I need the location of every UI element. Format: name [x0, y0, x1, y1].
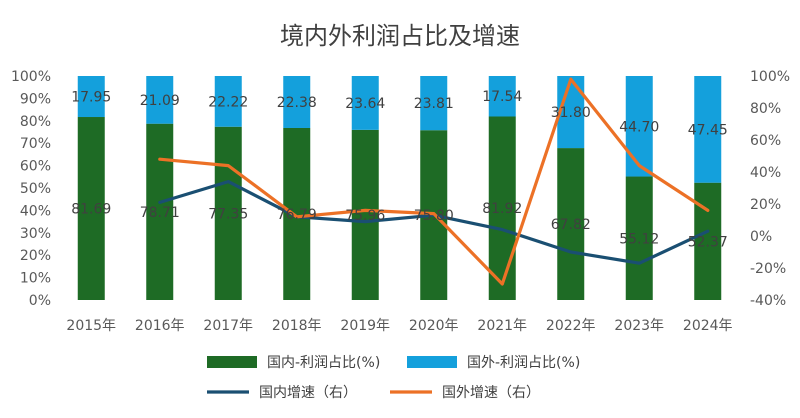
- right-tick-label: 20%: [750, 197, 781, 213]
- right-tick-label: -20%: [750, 261, 786, 277]
- bar-domestic-label: 76.79: [277, 207, 317, 223]
- right-tick-label: 0%: [750, 229, 772, 245]
- bar-domestic-label: 55.12: [619, 231, 659, 247]
- bar-domestic-label: 78.71: [140, 205, 180, 221]
- bar-domestic-label: 81.92: [482, 201, 522, 217]
- bar-foreign-label: 47.45: [688, 122, 728, 138]
- x-tick-label: 2015年: [66, 318, 116, 334]
- data-labels: 81.69 17.95 78.71 21.09 77.35 22.22 76.79 22.38…: [71, 89, 728, 250]
- left-tick-label: 80%: [20, 114, 51, 130]
- left-tick-label: 20%: [20, 248, 51, 264]
- x-tick-label: 2017年: [203, 318, 253, 334]
- bar-domestic-label: 77.35: [208, 206, 248, 222]
- right-tick-label: 60%: [750, 133, 781, 149]
- bar-foreign: [420, 76, 448, 131]
- bar-foreign: [694, 76, 722, 183]
- legend-item: 国外-利润占比(%): [407, 355, 580, 371]
- left-tick-label: 40%: [20, 203, 51, 219]
- x-tick-label: 2023年: [614, 318, 664, 334]
- legend-item: 国内-利润占比(%): [207, 355, 380, 371]
- bar-domestic-label: 67.82: [551, 217, 591, 233]
- line-foreign-growth: [158, 77, 710, 286]
- bar-foreign: [625, 76, 653, 177]
- legend-swatch: [407, 356, 457, 368]
- left-tick-label: 70%: [20, 136, 51, 152]
- x-tick-label: 2016年: [135, 318, 185, 334]
- lines: [158, 77, 710, 286]
- left-tick-label: 10%: [20, 271, 51, 287]
- x-tick-label: 2019年: [340, 318, 390, 334]
- bar-domestic: [77, 117, 105, 300]
- legend: 国内-利润占比(%) 国外-利润占比(%) 国内增速（右） 国外增速（右）: [207, 355, 580, 401]
- right-tick-label: 80%: [750, 101, 781, 117]
- bar-foreign-label: 17.95: [71, 90, 111, 106]
- bar-foreign-label: 17.54: [482, 89, 522, 105]
- x-tick-label: 2022年: [546, 318, 596, 334]
- bar-foreign-label: 22.22: [208, 94, 248, 110]
- bar-domestic: [214, 126, 242, 301]
- bar-domestic: [694, 182, 722, 300]
- bar-domestic-label: 75.96: [345, 208, 385, 224]
- x-tick-label: 2020年: [409, 318, 459, 334]
- bar-foreign: [146, 76, 174, 124]
- bar-foreign-label: 23.81: [414, 96, 454, 112]
- bar-foreign-label: 31.80: [551, 105, 591, 121]
- bar-domestic-label: 81.69: [71, 202, 111, 218]
- bars: [77, 76, 722, 301]
- bar-foreign-label: 22.38: [277, 95, 317, 111]
- right-tick-label: -40%: [750, 293, 786, 309]
- bar-foreign-label: 23.64: [345, 96, 385, 112]
- bar-domestic: [557, 148, 585, 300]
- left-tick-label: 0%: [29, 293, 51, 309]
- x-axis: 2015年 2016年 2017年 2018年 2019年 2020年 2021年 2022年…: [66, 318, 732, 334]
- watermark: 雪球：贝叶斯估值局: [633, 387, 786, 408]
- bar-domestic: [351, 129, 379, 300]
- legend-label: 国外-利润占比(%): [467, 355, 580, 371]
- right-tick-label: 40%: [750, 165, 781, 181]
- x-tick-label: 2018年: [272, 318, 322, 334]
- legend-label: 国内增速（右）: [259, 385, 357, 401]
- right-tick-label: 100%: [750, 69, 790, 85]
- legend-item: 国内增速（右）: [207, 385, 357, 401]
- bar-domestic: [283, 127, 311, 300]
- legend-label: 国外增速（右）: [442, 385, 540, 401]
- bar-foreign: [488, 76, 516, 117]
- left-tick-label: 30%: [20, 226, 51, 242]
- left-tick-label: 50%: [20, 181, 51, 197]
- bar-foreign: [283, 76, 311, 128]
- bar-domestic: [146, 123, 174, 300]
- left-tick-label: 90%: [20, 91, 51, 107]
- bar-foreign: [77, 76, 105, 118]
- legend-swatch: [207, 356, 257, 368]
- bar-foreign-label: 21.09: [140, 93, 180, 109]
- left-axis: 0% 10% 20% 30% 40% 50% 60% 70% 80% 90% 100%: [11, 69, 51, 309]
- bar-domestic: [625, 176, 653, 300]
- chart-title: 境内外利润占比及增速: [280, 22, 520, 50]
- bar-domestic: [488, 116, 516, 300]
- watermark-text: 雪球：贝叶斯估值局: [633, 387, 786, 408]
- bar-foreign: [351, 76, 379, 130]
- left-tick-label: 60%: [20, 159, 51, 175]
- x-tick-label: 2024年: [683, 318, 733, 334]
- bar-foreign: [214, 76, 242, 127]
- bar-foreign-label: 44.70: [619, 119, 659, 135]
- left-tick-label: 100%: [11, 69, 51, 85]
- x-tick-label: 2021年: [477, 318, 527, 334]
- right-axis: -40% -20% 0% 20% 40% 60% 80% 100%: [750, 69, 790, 309]
- bar-domestic-label: 75.80: [414, 208, 454, 224]
- legend-item: 国外增速（右）: [390, 385, 540, 401]
- bar-domestic-label: 52.37: [688, 234, 728, 250]
- legend-label: 国内-利润占比(%): [267, 355, 380, 371]
